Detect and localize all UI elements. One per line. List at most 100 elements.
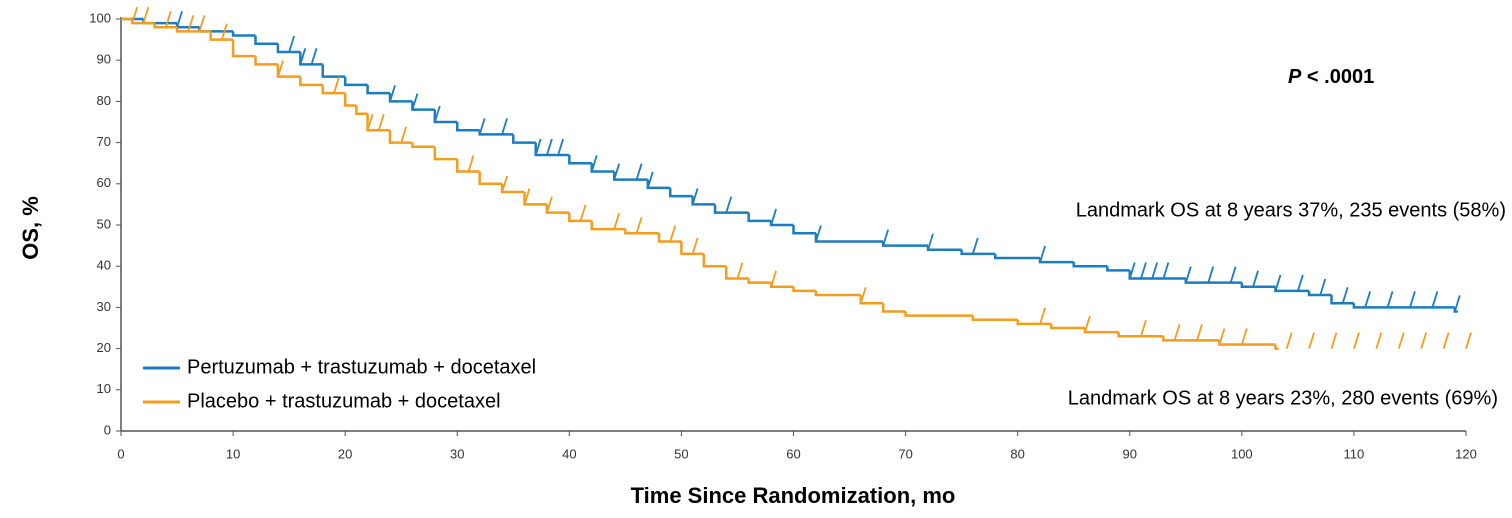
survival-step bbox=[545, 204, 570, 214]
survival-step bbox=[1274, 344, 1279, 350]
censor-mark bbox=[635, 163, 643, 180]
survival-step bbox=[1128, 270, 1186, 280]
censor-mark bbox=[1274, 274, 1282, 292]
censor-mark bbox=[1039, 307, 1046, 325]
survival-step bbox=[1072, 262, 1108, 268]
survival-step bbox=[590, 163, 615, 173]
censor-mark bbox=[1297, 274, 1304, 292]
x-tick-label: 60 bbox=[786, 446, 800, 461]
x-tick-label: 20 bbox=[338, 446, 352, 461]
survival-step bbox=[971, 315, 1018, 322]
censor-mark bbox=[1140, 319, 1147, 337]
censor-mark bbox=[1173, 324, 1181, 341]
censor-mark bbox=[1465, 332, 1472, 349]
censor-mark bbox=[333, 76, 340, 94]
censor-mark bbox=[534, 138, 542, 156]
y-tick-label: 10 bbox=[97, 381, 111, 396]
censor-mark bbox=[198, 15, 206, 32]
survival-step bbox=[792, 225, 816, 235]
censor-mark bbox=[613, 212, 621, 230]
censor-mark bbox=[131, 6, 139, 24]
survival-step bbox=[456, 122, 480, 132]
censor-mark bbox=[1184, 266, 1192, 283]
censor-mark bbox=[277, 60, 284, 77]
censor-mark bbox=[1140, 262, 1147, 279]
survival-step bbox=[175, 23, 200, 29]
censor-mark bbox=[859, 287, 867, 304]
p-annotation: P < .0001 bbox=[1288, 66, 1374, 88]
x-tick-label: 50 bbox=[674, 446, 688, 461]
survival-step bbox=[1050, 323, 1085, 330]
x-tick-label: 110 bbox=[1344, 446, 1365, 461]
survival-step bbox=[1240, 282, 1276, 289]
survival-step bbox=[500, 183, 525, 194]
censor-mark bbox=[546, 138, 553, 156]
censor-mark bbox=[1218, 328, 1226, 345]
y-axis-title: OS, % bbox=[18, 196, 43, 260]
survival-step bbox=[1274, 286, 1310, 293]
censor-mark bbox=[557, 138, 564, 156]
survival-step bbox=[612, 171, 648, 181]
landmark-annotation: Landmark OS at 8 years 23%, 280 events (… bbox=[1068, 387, 1498, 409]
survival-step bbox=[512, 134, 536, 144]
survival-step bbox=[646, 179, 671, 190]
survival-step bbox=[668, 187, 693, 198]
censor-mark bbox=[646, 171, 654, 189]
censor-mark bbox=[736, 262, 744, 279]
survival-step bbox=[814, 290, 861, 297]
survival-step bbox=[881, 241, 928, 247]
censor-mark bbox=[1341, 287, 1349, 304]
censor-mark bbox=[1039, 245, 1046, 263]
survival-step bbox=[456, 159, 480, 173]
x-tick-label: 30 bbox=[450, 446, 464, 461]
censor-mark bbox=[400, 126, 408, 143]
y-tick-label: 90 bbox=[97, 52, 111, 67]
censor-mark bbox=[691, 237, 699, 255]
censor-mark bbox=[590, 155, 598, 172]
censor-mark bbox=[1128, 262, 1136, 279]
censor-mark bbox=[299, 48, 307, 65]
survival-step bbox=[769, 220, 794, 227]
censor-mark bbox=[725, 196, 733, 213]
survival-step bbox=[1016, 319, 1052, 326]
censor-mark bbox=[523, 188, 531, 205]
censor-mark bbox=[501, 118, 508, 135]
survival-step bbox=[1083, 328, 1119, 334]
survival-step bbox=[276, 43, 301, 54]
survival-step bbox=[568, 154, 592, 165]
survival-step bbox=[321, 64, 346, 78]
survival-step bbox=[881, 303, 906, 313]
censor-mark bbox=[478, 118, 486, 135]
censor-mark bbox=[971, 237, 979, 255]
censor-mark bbox=[1240, 328, 1248, 345]
censor-mark bbox=[1207, 266, 1215, 283]
survival-step bbox=[657, 233, 682, 243]
y-tick-label: 20 bbox=[97, 340, 111, 355]
censor-mark bbox=[1319, 278, 1327, 296]
survival-step bbox=[388, 93, 413, 103]
survival-step bbox=[960, 249, 996, 256]
censor-mark bbox=[142, 6, 150, 24]
legend-label: Pertuzumab + trastuzumab + docetaxel bbox=[187, 356, 536, 378]
x-tick-label: 100 bbox=[1231, 446, 1253, 461]
censor-mark bbox=[579, 204, 587, 222]
survival-step bbox=[702, 253, 727, 268]
y-tick-label: 0 bbox=[104, 422, 111, 437]
survival-step bbox=[1218, 340, 1276, 346]
y-tick-label: 60 bbox=[97, 175, 111, 190]
censor-mark bbox=[1196, 324, 1203, 341]
survival-step bbox=[209, 31, 234, 41]
censor-mark bbox=[1330, 332, 1338, 349]
survival-step bbox=[343, 93, 357, 107]
survival-step bbox=[1117, 332, 1164, 338]
survival-step bbox=[534, 142, 570, 157]
x-tick-label: 90 bbox=[1123, 446, 1137, 461]
y-tick-label: 80 bbox=[97, 93, 111, 108]
x-tick-label: 40 bbox=[562, 446, 576, 461]
censor-mark bbox=[770, 208, 777, 226]
censor-mark bbox=[1386, 291, 1394, 308]
survival-step bbox=[859, 295, 884, 305]
censor-mark bbox=[669, 225, 677, 242]
survival-step bbox=[725, 266, 749, 280]
